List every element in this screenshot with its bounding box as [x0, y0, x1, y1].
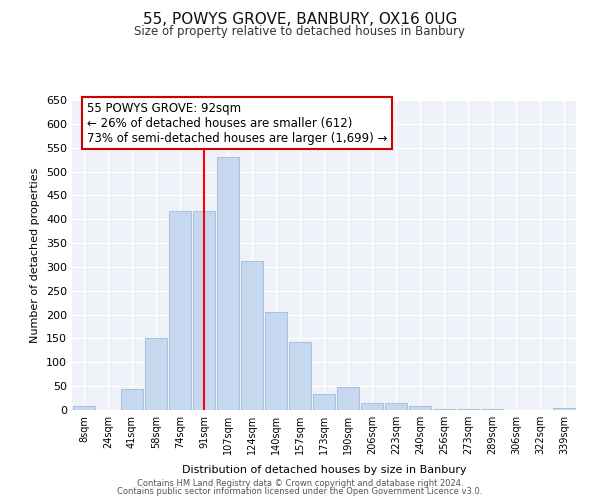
- Text: 55 POWYS GROVE: 92sqm
← 26% of detached houses are smaller (612)
73% of semi-det: 55 POWYS GROVE: 92sqm ← 26% of detached …: [87, 102, 388, 144]
- Bar: [457, 409, 479, 410]
- Bar: [121, 389, 143, 410]
- Bar: [481, 409, 503, 410]
- Bar: [433, 408, 455, 410]
- Bar: [217, 157, 239, 410]
- Bar: [313, 394, 335, 410]
- Text: Contains HM Land Registry data © Crown copyright and database right 2024.: Contains HM Land Registry data © Crown c…: [137, 478, 463, 488]
- Bar: [193, 210, 215, 410]
- Bar: [241, 260, 263, 410]
- Text: Size of property relative to detached houses in Banbury: Size of property relative to detached ho…: [134, 25, 466, 38]
- Bar: [385, 404, 407, 410]
- Bar: [169, 210, 191, 410]
- Y-axis label: Number of detached properties: Number of detached properties: [31, 168, 40, 342]
- Bar: [553, 408, 575, 410]
- Bar: [145, 338, 167, 410]
- Bar: [265, 312, 287, 410]
- Text: Contains public sector information licensed under the Open Government Licence v3: Contains public sector information licen…: [118, 487, 482, 496]
- Bar: [337, 386, 359, 410]
- Bar: [361, 403, 383, 410]
- Bar: [289, 342, 311, 410]
- Text: 55, POWYS GROVE, BANBURY, OX16 0UG: 55, POWYS GROVE, BANBURY, OX16 0UG: [143, 12, 457, 28]
- X-axis label: Distribution of detached houses by size in Banbury: Distribution of detached houses by size …: [182, 466, 466, 475]
- Bar: [409, 406, 431, 410]
- Bar: [73, 406, 95, 410]
